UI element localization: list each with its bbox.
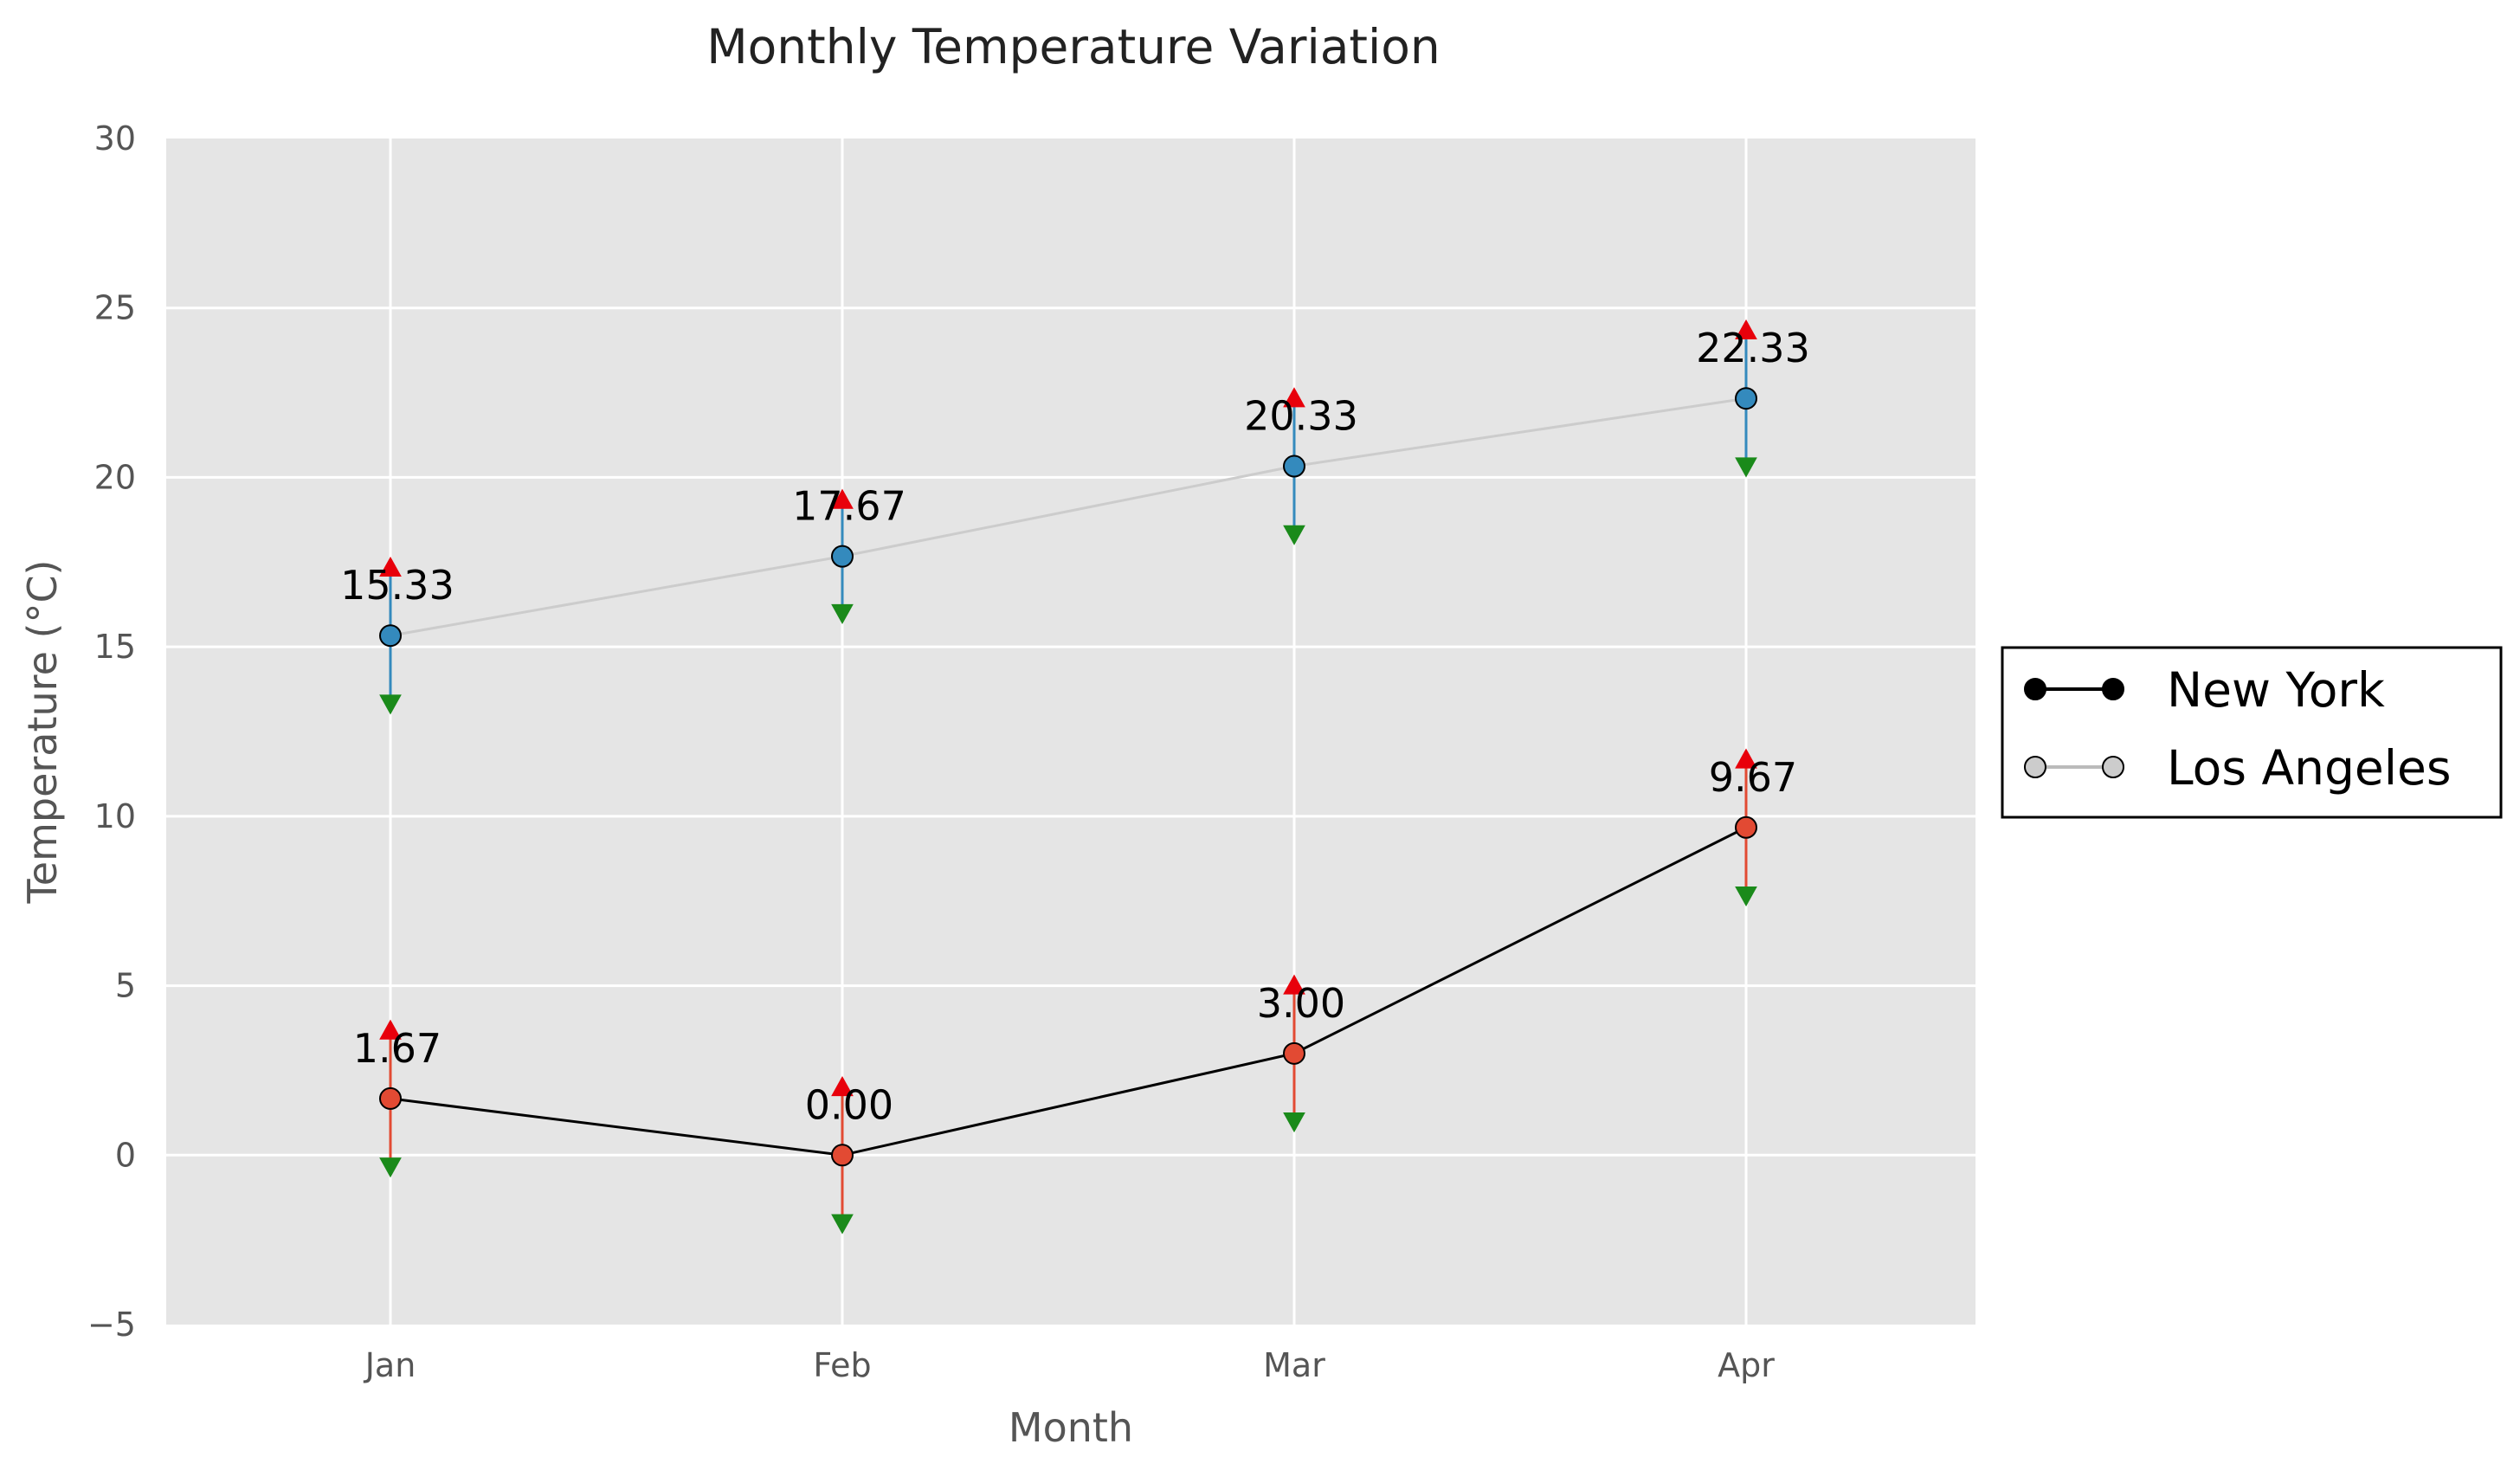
x-axis-ticks: Jan Feb Mar Apr	[364, 1346, 1776, 1384]
legend-marker	[2024, 756, 2046, 778]
max-marker	[1735, 748, 1757, 769]
x-tick-label: Feb	[813, 1346, 871, 1384]
legend: New York Los Angeles	[2001, 646, 2503, 819]
min-marker	[831, 1214, 854, 1235]
y-tick-label: 25	[94, 289, 136, 327]
data-label: 20.33	[1244, 393, 1358, 440]
data-label: 3.00	[1257, 980, 1345, 1027]
max-marker	[379, 556, 402, 577]
y-axis-label: Temperature (°C)	[19, 559, 66, 904]
data-label: 9.67	[1709, 754, 1797, 801]
min-marker	[379, 694, 402, 715]
y-tick-label: 20	[94, 458, 136, 496]
chart-title: Monthly Temperature Variation	[706, 19, 1440, 74]
grid	[166, 139, 1975, 1325]
y-axis-ticks: −5 0 5 10 15 20 25 30	[87, 119, 136, 1344]
data-label: 0.00	[805, 1081, 893, 1128]
series-new-york: 1.67 0.00 3.00 9.67	[353, 748, 1797, 1235]
min-marker	[379, 1157, 402, 1178]
data-point	[379, 1086, 402, 1110]
legend-item: New York	[2024, 662, 2385, 718]
plot-area	[166, 139, 1975, 1325]
data-point	[379, 624, 402, 648]
min-marker	[1283, 1112, 1305, 1133]
legend-box	[2001, 646, 2503, 819]
y-tick-label: 5	[115, 967, 136, 1005]
max-marker	[379, 1019, 402, 1040]
max-marker	[1283, 974, 1305, 995]
y-tick-label: 0	[115, 1136, 136, 1174]
legend-label: Los Angeles	[2167, 740, 2451, 796]
series-line	[390, 826, 1747, 1157]
min-marker	[831, 603, 854, 625]
min-marker	[1283, 525, 1305, 545]
data-point	[831, 545, 854, 568]
legend-marker	[2102, 678, 2124, 700]
series-los-angeles: 15.33 17.67 20.33 22.33	[340, 319, 1810, 715]
max-marker	[1735, 319, 1757, 340]
data-label: 17.67	[792, 483, 906, 530]
data-label: 15.33	[340, 562, 454, 609]
x-tick-label: Mar	[1263, 1346, 1325, 1384]
data-point	[1735, 387, 1757, 410]
data-point	[1283, 1041, 1305, 1065]
series-line	[390, 397, 1747, 637]
data-label: 22.33	[1696, 325, 1810, 371]
max-marker	[831, 1075, 854, 1097]
legend-label: New York	[2167, 662, 2385, 718]
data-point	[1283, 455, 1305, 478]
min-marker	[1735, 886, 1757, 907]
x-tick-label: Jan	[364, 1346, 416, 1384]
min-marker	[1735, 457, 1757, 478]
data-point	[1735, 816, 1757, 839]
legend-marker	[2102, 756, 2124, 778]
data-point	[831, 1144, 854, 1167]
legend-item: Los Angeles	[2024, 740, 2451, 796]
legend-marker	[2024, 678, 2046, 700]
y-tick-label: −5	[87, 1306, 136, 1344]
x-axis-label: Month	[1009, 1404, 1133, 1451]
data-label: 1.67	[353, 1025, 441, 1072]
max-marker	[831, 488, 854, 509]
x-tick-label: Apr	[1718, 1346, 1775, 1384]
series: 1.67 0.00 3.00 9.67 15.33 17.67 20.33 22.33	[340, 319, 1810, 1235]
y-tick-label: 10	[94, 797, 136, 835]
max-marker	[1283, 387, 1305, 408]
y-tick-label: 30	[94, 119, 136, 158]
y-tick-label: 15	[94, 628, 136, 666]
